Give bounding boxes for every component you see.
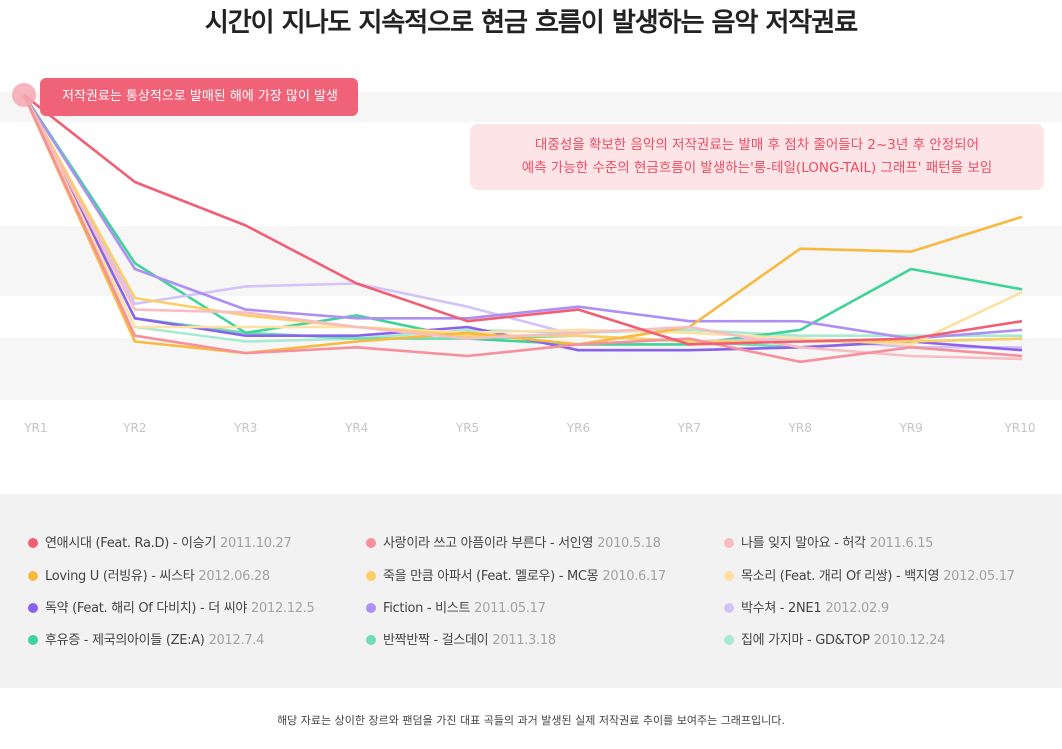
x-tick-label: YR9 (898, 421, 922, 435)
legend-date: 2012.06.28 (198, 569, 270, 584)
legend-label: 목소리 (Feat. 개리 Of 리쌍) - 백지영 (741, 569, 940, 584)
legend-label: 후유증 - 제국의아이들 (ZE:A) (45, 633, 205, 648)
legend-item: 목소리 (Feat. 개리 Of 리쌍) - 백지영 2012.05.17 (724, 567, 1015, 587)
legend-swatch (724, 635, 734, 645)
legend-swatch (724, 603, 734, 613)
legend-date: 2011.10.27 (220, 536, 292, 551)
peak-marker (12, 83, 36, 107)
legend-swatch (28, 635, 38, 645)
x-tick-label: YR8 (788, 421, 812, 435)
legend-item: 사랑이라 쓰고 아픔이라 부른다 - 서인영 2010.5.18 (366, 534, 661, 554)
x-axis-ticks: YR1 YR2 YR3 YR4 YR5 YR6 YR7 YR8 YR9 YR10 (23, 421, 1035, 435)
legend-date: 2010.5.18 (597, 536, 661, 551)
legend-item: 연애시대 (Feat. Ra.D) - 이승기 2011.10.27 (28, 534, 292, 554)
peak-callout: 저작권료는 통상적으로 발매된 해에 가장 많이 발생 (40, 78, 358, 116)
footnote: 해당 자료는 상이한 장르와 팬덤을 가진 대표 곡들의 과거 발생된 실제 저… (277, 714, 785, 727)
series-line (23, 93, 1023, 346)
legend-label: 박수쳐 - 2NE1 (741, 601, 822, 616)
legend-item: 집에 가지마 - GD&TOP 2010.12.24 (724, 631, 945, 651)
x-tick-label: YR2 (122, 421, 146, 435)
legend-swatch (28, 538, 38, 548)
legend-item: 박수쳐 - 2NE1 2012.02.9 (724, 599, 889, 619)
page-title: 시간이 지나도 지속적으로 현금 흐름이 발생하는 음악 저작권료 (204, 8, 858, 38)
legend-date: 2011.6.15 (869, 536, 934, 551)
line-chart: YR1 YR2 YR3 YR4 YR5 YR6 YR7 YR8 YR9 YR10 (0, 83, 1062, 435)
legend-swatch (28, 603, 38, 613)
grid-band (0, 226, 1062, 296)
legend-label: 연애시대 (Feat. Ra.D) - 이승기 (45, 536, 217, 551)
legend-item: 나를 잊지 말아요 - 허각 2011.6.15 (724, 534, 933, 554)
legend-swatch (366, 571, 376, 581)
x-tick-label: YR6 (566, 421, 590, 435)
x-tick-label: YR3 (233, 421, 257, 435)
legend-date: 2012.7.4 (208, 633, 265, 648)
grid-bands (0, 92, 1062, 400)
legend-item: Loving U (러빙유) - 씨스타 2012.06.28 (28, 567, 270, 587)
series-line (22, 94, 1023, 340)
series-line (22, 94, 1022, 349)
series-line (22, 94, 1023, 355)
legend-date: 2011.05.17 (474, 601, 546, 616)
legend-date: 2012.02.9 (825, 601, 889, 616)
x-tick-label: YR1 (23, 421, 47, 435)
legend-label: 독약 (Feat. 해리 Of 다비치) - 더 씨야 (45, 601, 248, 616)
longtail-callout-line-2: 예측 가능한 수준의 현금흐름이 발생하는'롱-테일(LONG-TAIL) 그래… (521, 160, 993, 176)
series-lines (22, 93, 1023, 364)
legend-item: 반짝반짝 - 걸스데이 2011.3.18 (366, 631, 556, 651)
series-line (22, 94, 1023, 364)
legend-swatch (366, 635, 376, 645)
legend-date: 2011.3.18 (492, 633, 556, 648)
legend-item: Fiction - 비스트 2011.05.17 (366, 599, 546, 619)
legend-swatch (724, 571, 734, 581)
legend-label: Loving U (러빙유) - 씨스타 (45, 569, 195, 584)
peak-point (12, 83, 36, 107)
legend-label: 집에 가지마 - GD&TOP (741, 633, 870, 648)
series-line (22, 94, 1023, 361)
x-tick-label: YR5 (455, 421, 479, 435)
series-line (22, 94, 1023, 346)
legend-label: 나를 잊지 말아요 - 허각 (741, 536, 866, 551)
legend-swatch (28, 571, 38, 581)
legend-date: 2010.12.24 (873, 633, 946, 648)
legend-swatch (366, 538, 376, 548)
legend-date: 2012.05.17 (943, 569, 1015, 584)
legend-item: 후유증 - 제국의아이들 (ZE:A) 2012.7.4 (28, 631, 264, 651)
longtail-callout-line-1: 대중성을 확보한 음악의 저작권료는 발매 후 점차 줄어들다 2~3년 후 안… (534, 137, 979, 153)
legend-label: Fiction - 비스트 (383, 601, 471, 616)
x-tick-label: YR7 (677, 421, 701, 435)
legend-swatch (366, 603, 376, 613)
legend: 연애시대 (Feat. Ra.D) - 이승기 2011.10.27 사랑이라 쓰고… (0, 494, 1062, 688)
x-tick-label: YR4 (344, 421, 368, 435)
legend-swatch (724, 538, 734, 548)
legend-date: 2010.6.17 (602, 569, 666, 584)
legend-label: 사랑이라 쓰고 아픔이라 부른다 - 서인영 (383, 536, 594, 551)
x-tick-label: YR10 (1004, 421, 1036, 435)
longtail-callout: 대중성을 확보한 음악의 저작권료는 발매 후 점차 줄어들다 2~3년 후 안… (470, 124, 1044, 190)
legend-label: 반짝반짝 - 걸스데이 (383, 633, 489, 648)
legend-item: 죽을 만큼 아파서 (Feat. 멜로우) - MC몽 2010.6.17 (366, 567, 666, 587)
legend-item: 독약 (Feat. 해리 Of 다비치) - 더 씨야 2012.12.5 (28, 599, 315, 619)
legend-label: 죽을 만큼 아파서 (Feat. 멜로우) - MC몽 (383, 569, 599, 584)
legend-date: 2012.12.5 (251, 601, 315, 616)
